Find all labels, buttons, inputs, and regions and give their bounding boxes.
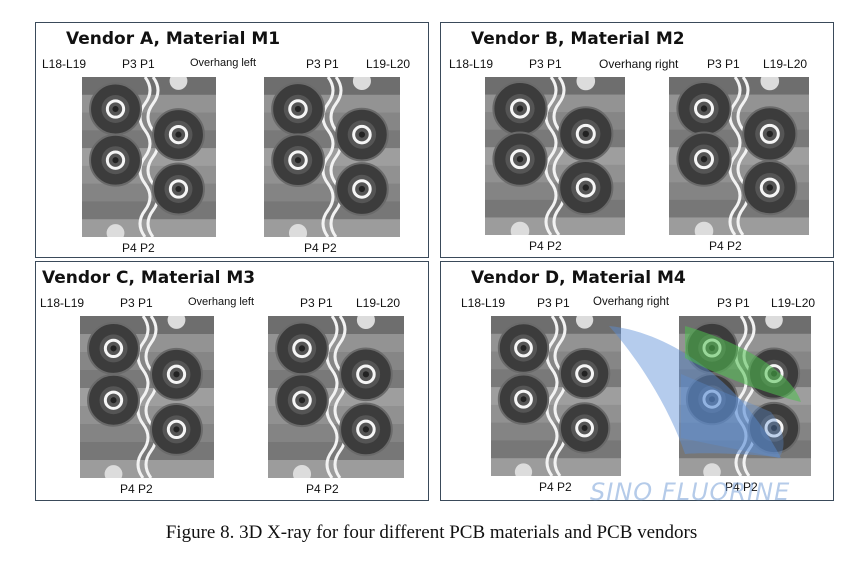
label-layers-left: L18-L19 <box>461 296 506 310</box>
panel-title: Vendor B, Material M2 <box>471 29 685 49</box>
xray-image-left <box>82 77 216 237</box>
label-overhang: Overhang left <box>188 296 255 308</box>
xray-render <box>82 77 216 237</box>
xray-render <box>485 77 625 235</box>
label-pins-top-left: P3 P1 <box>120 296 153 310</box>
panel-vendor-c: Vendor C, Material M3 L18-L19 P3 P1 Over… <box>35 261 429 501</box>
xray-render <box>491 316 621 476</box>
label-pins-bottom-left: P4 P2 <box>529 239 562 253</box>
xray-render <box>679 316 811 476</box>
label-layers-right: L19-L20 <box>771 296 816 310</box>
label-pins-bottom-left: P4 P2 <box>120 482 153 496</box>
label-pins-bottom-right: P4 P2 <box>709 239 742 253</box>
panel-vendor-d: Vendor D, Material M4 L18-L19 P3 P1 Over… <box>440 261 834 501</box>
label-overhang: Overhang right <box>593 296 670 308</box>
watermark-text: SINO FLUORINE <box>590 478 791 506</box>
xray-render <box>80 316 214 478</box>
xray-image-right <box>264 77 400 237</box>
label-pins-top-right: P3 P1 <box>300 296 333 310</box>
xray-image-left <box>485 77 625 235</box>
label-pins-top-right: P3 P1 <box>707 57 740 71</box>
xray-render <box>268 316 404 478</box>
label-pins-bottom-left: P4 P2 <box>539 480 572 494</box>
xray-image-left <box>491 316 621 476</box>
xray-image-right <box>669 77 809 235</box>
panel-title: Vendor A, Material M1 <box>66 29 281 49</box>
label-pins-top-left: P3 P1 <box>529 57 562 71</box>
label-layers-right: L19-L20 <box>356 296 401 310</box>
label-layers-left: L18-L19 <box>42 57 87 71</box>
label-pins-top-right: P3 P1 <box>717 296 750 310</box>
label-pins-top-left: P3 P1 <box>122 57 155 71</box>
label-pins-bottom-right: P4 P2 <box>306 482 339 496</box>
label-pins-bottom-right: P4 P2 <box>725 480 758 494</box>
panel-title: Vendor D, Material M4 <box>471 268 686 288</box>
label-overhang: Overhang right <box>599 57 679 71</box>
panel-vendor-a: Vendor A, Material M1 L18-L19 P3 P1 Over… <box>35 22 429 258</box>
label-overhang: Overhang left <box>190 57 257 69</box>
label-pins-top-left: P3 P1 <box>537 296 570 310</box>
panel-title: Vendor C, Material M3 <box>42 268 256 288</box>
figure-caption: Figure 8. 3D X-ray for four different PC… <box>165 522 698 543</box>
xray-render <box>264 77 400 237</box>
panel-vendor-b: Vendor B, Material M2 L18-L19 P3 P1 Over… <box>440 22 834 258</box>
xray-image-right <box>679 316 811 476</box>
label-layers-right: L19-L20 <box>763 57 808 71</box>
xray-image-left <box>80 316 214 478</box>
xray-render <box>669 77 809 235</box>
label-layers-right: L19-L20 <box>366 57 411 71</box>
xray-image-right <box>268 316 404 478</box>
label-pins-top-right: P3 P1 <box>306 57 339 71</box>
label-pins-bottom-left: P4 P2 <box>122 241 155 255</box>
label-layers-left: L18-L19 <box>40 296 85 310</box>
label-pins-bottom-right: P4 P2 <box>304 241 337 255</box>
label-layers-left: L18-L19 <box>449 57 494 71</box>
